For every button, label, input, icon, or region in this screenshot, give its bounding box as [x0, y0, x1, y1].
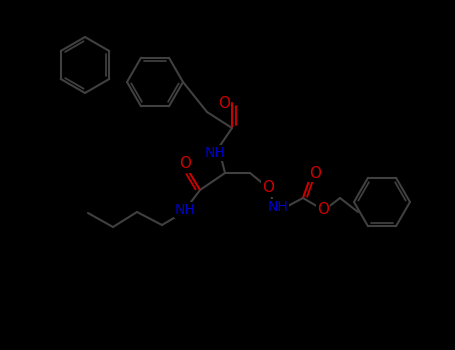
Text: O: O: [317, 203, 329, 217]
Text: O: O: [309, 166, 321, 181]
Text: NH: NH: [175, 203, 195, 217]
Text: NH: NH: [268, 200, 288, 214]
Text: O: O: [218, 96, 230, 111]
Text: NH: NH: [205, 146, 225, 160]
Text: O: O: [262, 181, 274, 196]
Text: O: O: [179, 156, 191, 172]
